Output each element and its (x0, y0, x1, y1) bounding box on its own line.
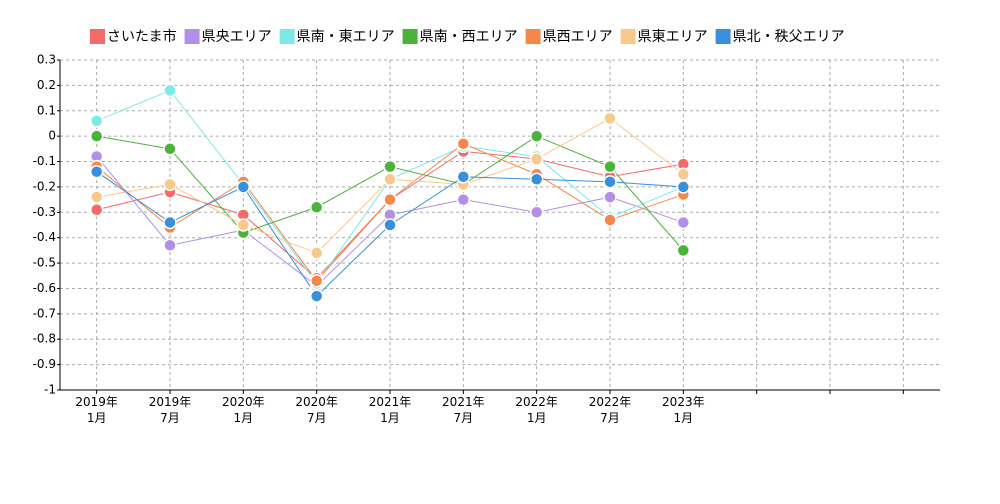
x-tick-label: 2021年 1月 (369, 395, 412, 425)
y-tick-label: -0.4 (33, 230, 56, 244)
x-tick-label: 2022年 1月 (515, 395, 558, 425)
x-tick-label: 2019年 7月 (149, 395, 192, 425)
point (309, 246, 324, 260)
legend-label: 県北・秩父エリア (733, 29, 845, 45)
point (309, 200, 324, 214)
point (309, 289, 324, 303)
point (676, 243, 691, 258)
legend-label: さいたま市 (107, 28, 177, 45)
point (529, 129, 544, 143)
point (236, 218, 251, 232)
y-tick-label: -1 (44, 383, 56, 397)
point (89, 114, 104, 128)
point (383, 192, 397, 207)
point (89, 190, 104, 204)
legend-label: 県南・西エリア (420, 29, 518, 45)
point (89, 203, 104, 217)
legend-swatch (715, 29, 731, 44)
legend: さいたま市 県央エリア 県南・東エリア 県南・西エリア 県西エリア 県東エリア 県北・秩父エ… (90, 28, 845, 45)
point (456, 137, 471, 151)
point (603, 213, 617, 227)
point (236, 180, 251, 194)
point (529, 205, 544, 220)
point (89, 164, 104, 179)
point (603, 111, 617, 126)
point (603, 159, 617, 174)
point (676, 215, 691, 230)
point (163, 215, 177, 230)
point (529, 172, 544, 187)
point (163, 238, 177, 253)
point (676, 180, 691, 194)
point (676, 167, 691, 181)
point (383, 172, 397, 187)
point (163, 83, 177, 98)
legend-label: 県西エリア (543, 29, 613, 45)
y-tick-label: -0.9 (33, 357, 56, 371)
point (603, 190, 617, 204)
x-tick-label: 2020年 7月 (295, 395, 338, 425)
legend-swatch (402, 29, 418, 44)
y-tick-label: -0.8 (33, 332, 56, 346)
point (529, 152, 544, 166)
y-tick-label: 0 (48, 129, 56, 143)
x-tick-label: 2020年 1月 (222, 395, 265, 425)
point (456, 192, 471, 207)
x-tick-label: 2023年 1月 (662, 395, 705, 425)
legend-swatch (279, 29, 295, 44)
point (163, 142, 177, 156)
y-tick-label: -0.3 (33, 205, 56, 219)
legend-swatch (184, 29, 200, 44)
legend-label: 県東エリア (638, 29, 708, 45)
y-tick-label: -0.5 (33, 256, 56, 270)
point (309, 274, 324, 288)
y-tick-label: 0.3 (37, 53, 56, 67)
y-tick-label: -0.6 (33, 281, 56, 295)
legend-label: 県央エリア (202, 29, 272, 45)
y-tick-label: -0.1 (33, 154, 56, 168)
legend-label: 県南・東エリア (297, 29, 395, 45)
point (383, 218, 397, 232)
point (456, 170, 471, 184)
point (383, 159, 397, 174)
y-tick-label: -0.2 (33, 179, 56, 193)
legend-swatch (620, 29, 636, 44)
point (163, 177, 177, 192)
x-tick-label: 2021年 7月 (442, 395, 485, 425)
x-tick-label: 2022年 7月 (589, 395, 632, 425)
y-tick-label: 0.2 (37, 78, 56, 92)
y-tick-label: -0.7 (33, 306, 56, 320)
point (89, 129, 104, 143)
point (603, 175, 617, 189)
legend-swatch (525, 29, 541, 44)
y-tick-label: 0.1 (37, 103, 56, 117)
legend-swatch (90, 29, 105, 44)
x-tick-label: 2019年 1月 (75, 395, 118, 425)
